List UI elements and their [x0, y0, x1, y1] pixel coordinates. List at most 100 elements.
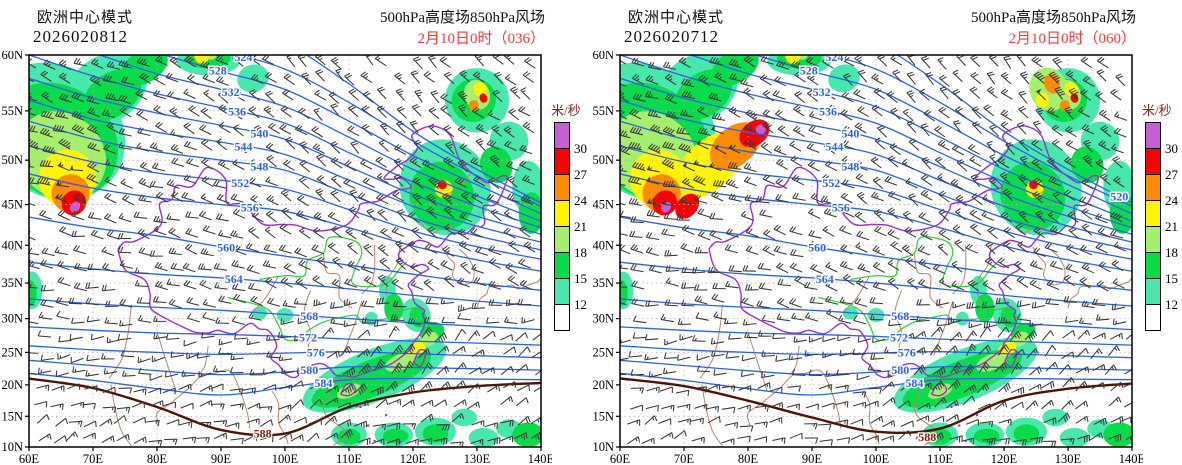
- legend-boundary-label: 12: [1165, 297, 1178, 312]
- y-tick-label: 30N: [1, 312, 23, 326]
- product-title: 500hPa高度场850hPa风场: [379, 10, 545, 26]
- y-axis-labels: 60N 55N 50N 45N 40N 35N 30N 25N 20N 15N 10N: [592, 51, 614, 454]
- contour-label: 568: [300, 309, 318, 323]
- legend-boundary-label: 18: [574, 245, 587, 260]
- contour-label: 560: [217, 241, 235, 255]
- legend-boundary-label: 15: [574, 271, 587, 286]
- valid-time-label: 2月10日0时（060）: [1008, 31, 1136, 47]
- legend-title: 米/秒: [1142, 103, 1172, 118]
- wind-speed-legend: 米/秒 30 27 24 21 18 15 12: [1142, 100, 1182, 360]
- contour-label: 532: [813, 85, 831, 99]
- y-tick-label: 45N: [1, 198, 23, 212]
- legend-cell: [1145, 122, 1161, 149]
- contour-label: 568: [891, 309, 909, 323]
- x-tick-label: 70E: [83, 452, 104, 463]
- legend-cell: [554, 252, 570, 279]
- legend-bar: 30 27 24 21 18 15 12: [554, 122, 591, 331]
- y-tick-label: 20N: [592, 378, 614, 392]
- contour-label: 544: [234, 140, 252, 154]
- y-tick-label: 25N: [1, 345, 23, 359]
- y-tick-label: 50N: [592, 153, 614, 167]
- x-tick-label: 100E: [272, 452, 299, 463]
- legend-cell: [1145, 278, 1161, 305]
- legend-cell: [554, 278, 570, 305]
- legend-boundary-label: 24: [574, 193, 587, 208]
- x-tick-label: 60E: [610, 452, 631, 463]
- legend-boundary-label: 18: [1165, 245, 1178, 260]
- axis-ticks: [25, 54, 542, 451]
- legend-cell: [1145, 252, 1161, 279]
- contour-label: 532: [222, 85, 240, 99]
- x-tick-label: 130E: [464, 452, 491, 463]
- y-tick-label: 20N: [1, 378, 23, 392]
- contour-label-588: 588: [254, 427, 272, 441]
- contour-label: 572: [890, 330, 908, 344]
- legend-title: 米/秒: [551, 103, 581, 118]
- y-tick-label: 25N: [592, 345, 614, 359]
- contour-label: 556: [832, 201, 850, 215]
- legend-cell: [554, 304, 570, 331]
- y-tick-label: 30N: [592, 312, 614, 326]
- weather-map: 5245285325365405445485525565605645685725…: [1, 51, 552, 463]
- legend-cell: [554, 122, 570, 149]
- forecast-panel-left: 欧洲中心模式 2026020812 500hPa高度场850hPa风场 2月10…: [1, 10, 591, 463]
- axis-ticks: [616, 54, 1133, 451]
- forecast-panel-right: 欧洲中心模式 2026020712 500hPa高度场850hPa风场 2月10…: [591, 0, 1182, 465]
- x-tick-label: 80E: [147, 452, 168, 463]
- contour-label: 576: [898, 345, 916, 359]
- legend-boundary-label: 24: [1165, 193, 1178, 208]
- legend-boundary-label: 30: [574, 141, 587, 156]
- x-tick-label: 140E: [1119, 452, 1143, 463]
- y-tick-label: 60N: [1, 51, 23, 62]
- x-tick-label: 120E: [400, 452, 427, 463]
- contour-label: 584: [314, 376, 332, 390]
- legend-cell: [554, 226, 570, 253]
- contour-labels-layer: 5245285325365405445485525565605645685725…: [207, 51, 334, 442]
- y-tick-label: 60N: [592, 51, 614, 62]
- contour-label: 552: [822, 176, 840, 190]
- x-tick-label: 80E: [738, 452, 759, 463]
- contour-label: 536: [228, 105, 246, 119]
- wind-speed-legend: 米/秒 30 27 24 21 18 15 12: [551, 100, 591, 360]
- legend-cell: [554, 200, 570, 227]
- y-tick-label: 55N: [1, 104, 23, 118]
- contour-label: 552: [231, 176, 249, 190]
- contour-588-line: [29, 377, 541, 437]
- x-tick-label: 130E: [1055, 452, 1082, 463]
- x-tick-label: 90E: [802, 452, 823, 463]
- x-axis-labels: 60E 70E 80E 90E 100E 110E 120E 130E 140E: [610, 452, 1143, 463]
- y-axis-labels: 60N 55N 50N 45N 40N 35N 30N 25N 20N 15N 10N: [1, 51, 23, 454]
- legend-boundary-label: 27: [1165, 167, 1178, 182]
- contour-label: 524: [234, 51, 252, 64]
- x-tick-label: 140E: [528, 452, 552, 463]
- legend-cell: [1145, 226, 1161, 253]
- y-tick-label: 45N: [592, 198, 614, 212]
- legend-cell: [1145, 200, 1161, 227]
- contour-label: 520: [1110, 189, 1128, 203]
- legend-boundary-label: 27: [574, 167, 587, 182]
- contour-label: 540: [841, 127, 859, 141]
- y-tick-label: 15N: [1, 409, 23, 423]
- legend-boundary-label: 21: [1165, 219, 1178, 234]
- model-name: 欧洲中心模式: [37, 10, 134, 26]
- contour-label: 524: [825, 51, 843, 64]
- contour-label: 548: [250, 159, 268, 173]
- contour-label: 528: [209, 64, 227, 78]
- contour-label: 540: [250, 127, 268, 141]
- run-timestamp: 2026020812: [33, 27, 128, 46]
- contour-label: 584: [905, 376, 923, 390]
- contour-label: 580: [891, 363, 909, 377]
- contour-label: 548: [841, 159, 859, 173]
- x-tick-label: 110E: [927, 452, 953, 463]
- x-tick-label: 70E: [674, 452, 695, 463]
- legend-boundary-label: 21: [574, 219, 587, 234]
- weather-map: 5205245285325365405445485525565605645685…: [592, 51, 1143, 463]
- wind-barbs-layer: [620, 55, 1132, 447]
- y-tick-label: 50N: [1, 153, 23, 167]
- valid-time-label: 2月10日0时（036）: [417, 31, 545, 47]
- model-name: 欧洲中心模式: [628, 10, 725, 26]
- x-axis-labels: 60E 70E 80E 90E 100E 110E 120E 130E 140E: [19, 452, 552, 463]
- product-title: 500hPa高度场850hPa风场: [970, 10, 1136, 26]
- legend-cell: [554, 174, 570, 201]
